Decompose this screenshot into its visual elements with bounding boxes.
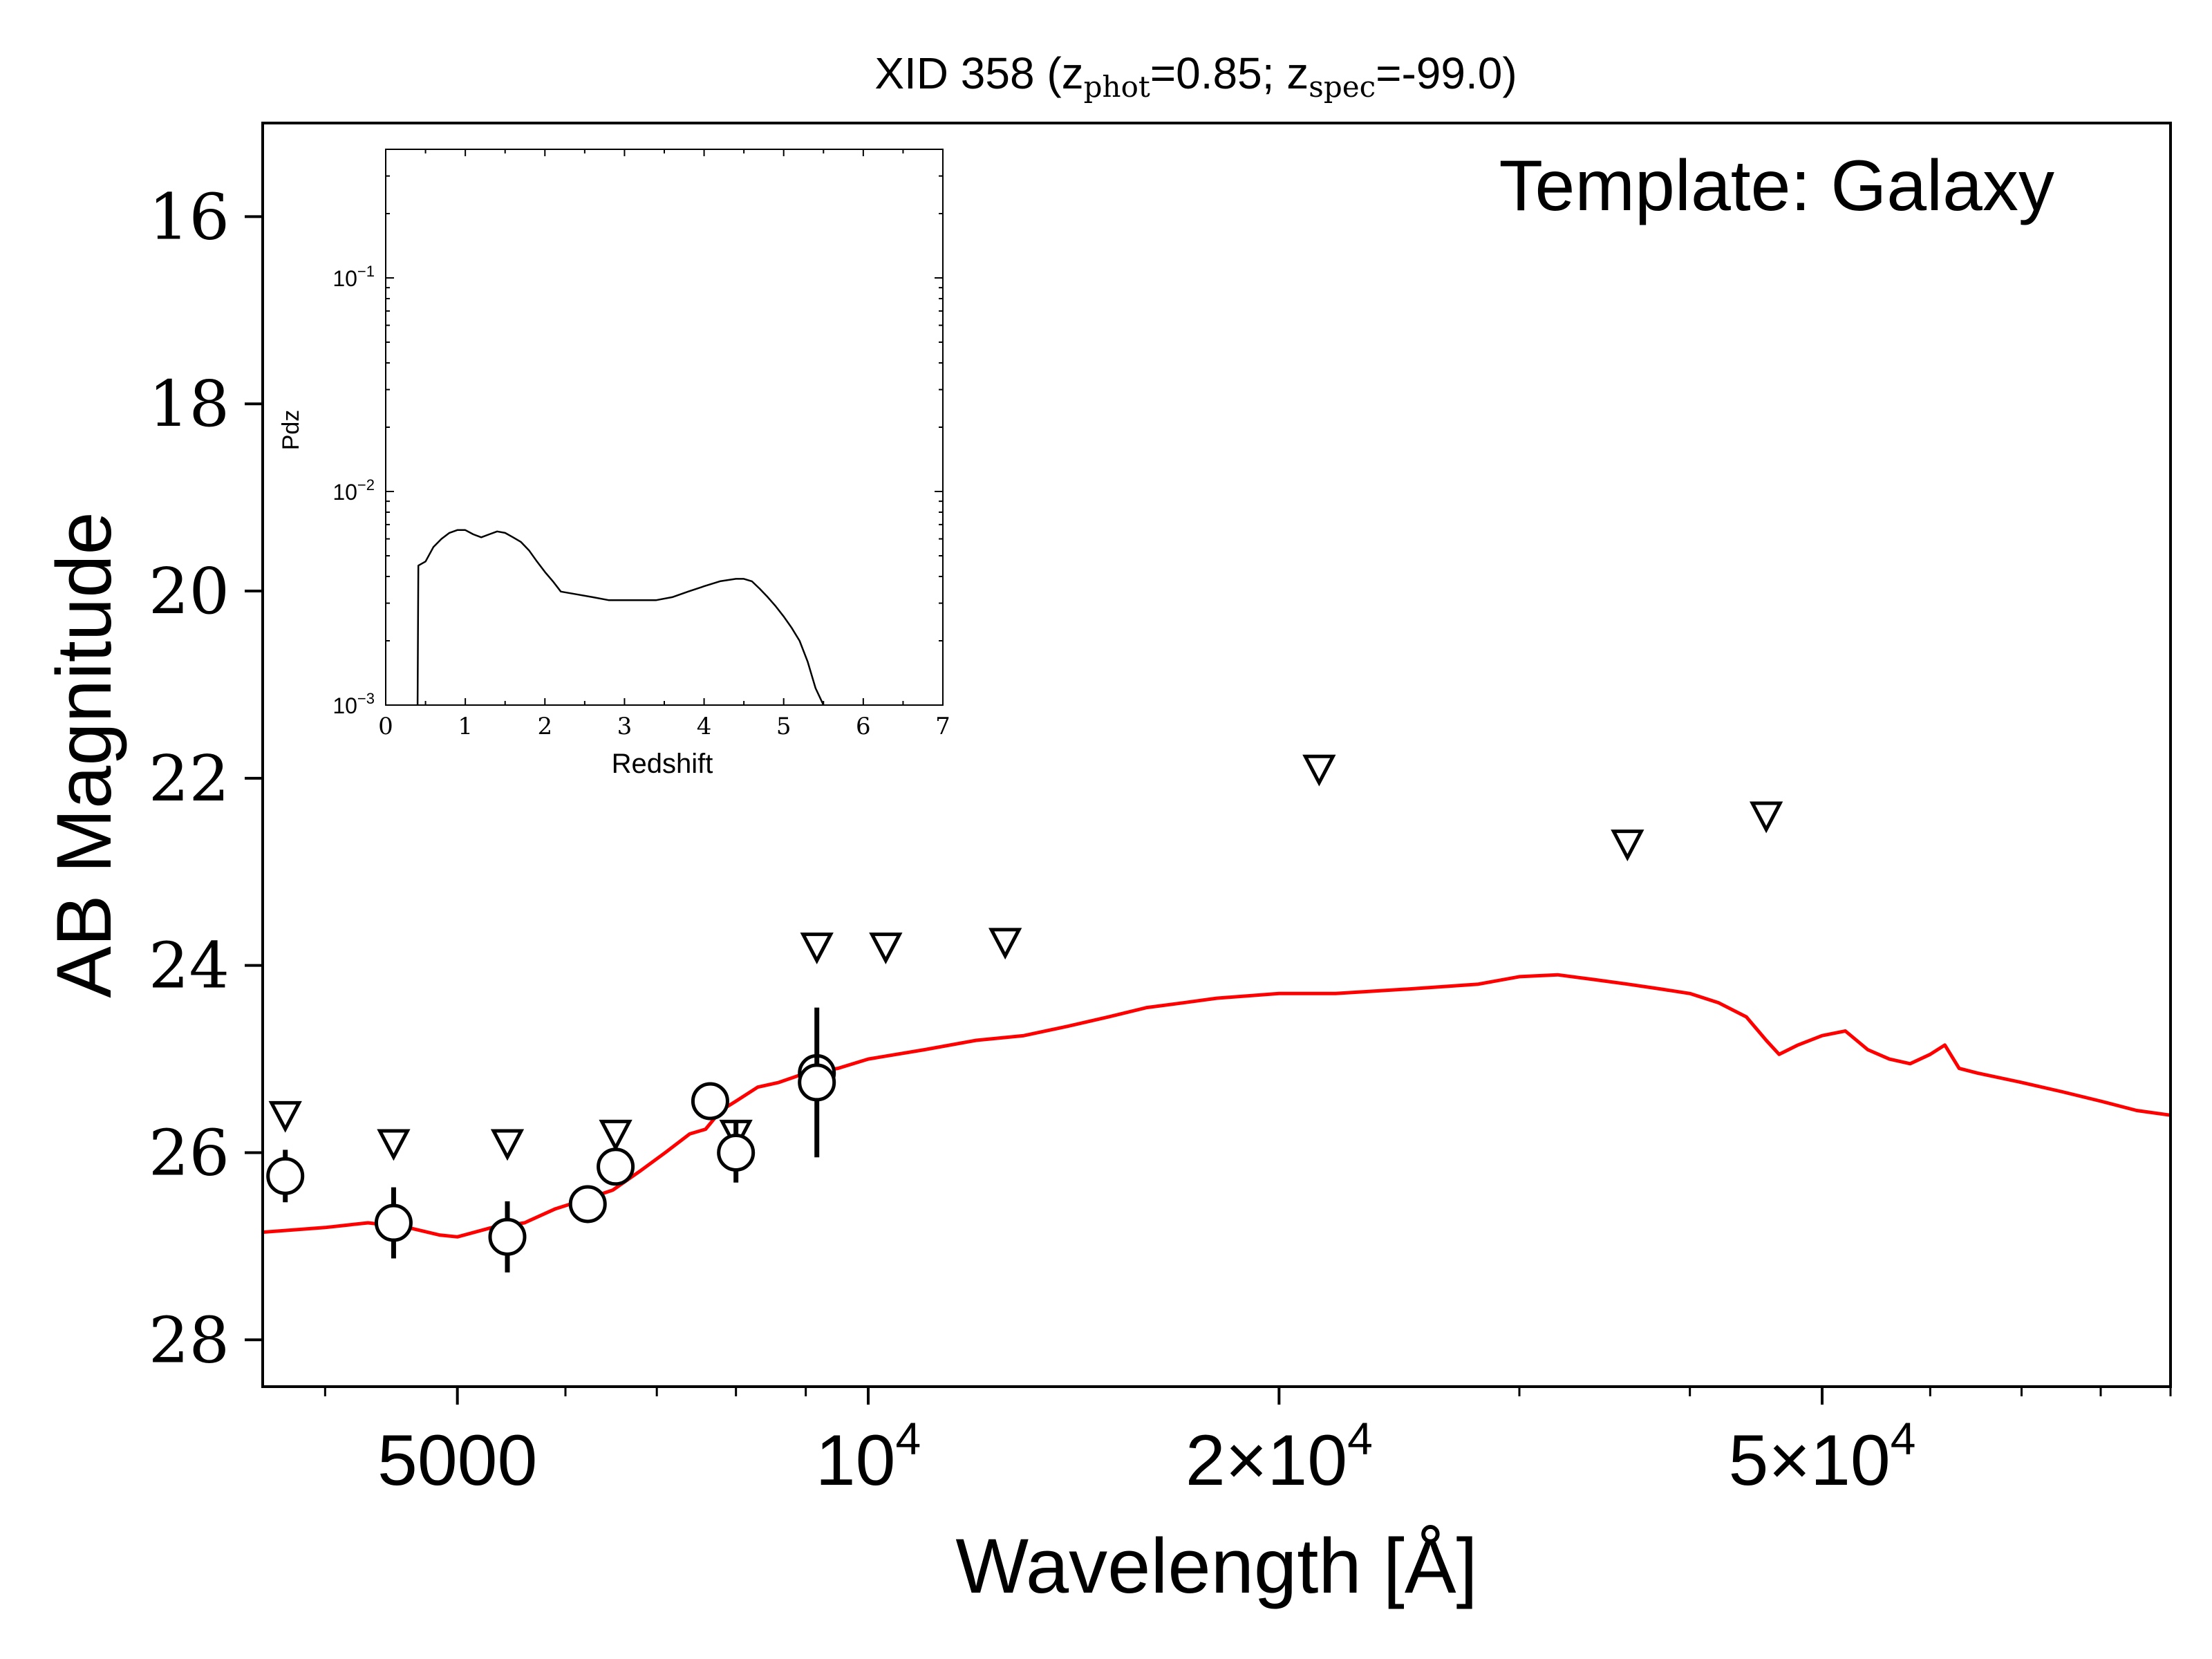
inset-x-tick-label: 7 [935,713,950,740]
detection-marker [798,1063,836,1102]
x-tick-label: 104 [816,1413,921,1501]
upper-limit-marker [1302,754,1336,787]
detections-layer [266,1007,836,1273]
inset-x-tick-label: 6 [856,713,871,740]
inset-background [386,149,943,705]
upper-limit-marker [1611,830,1644,862]
inset-x-tick-label: 1 [458,713,473,740]
detection-marker [266,1156,305,1195]
pdz-line-layer [416,529,825,706]
chart-title: XID 358 (zphot=0.85; zspec=-99.0) [874,48,1517,104]
x-axis-label: Wavelength [Å] [955,1523,1477,1609]
y-tick-label: 24 [149,929,229,1003]
inset-x-tick-label: 4 [697,713,712,740]
sed-model-line [262,973,2171,1239]
y-tick-label: 20 [149,554,229,628]
y-tick-label: 26 [149,1116,229,1190]
detection-marker [488,1217,527,1256]
inset-x-label: Redshift [612,749,713,779]
detection-marker [691,1082,729,1121]
x-tick-label: 5000 [377,1421,537,1501]
upper-limit-marker [1749,801,1783,834]
upper-limit-marker [599,1119,632,1152]
y-tick-label: 16 [149,180,229,254]
main-plot-frame [261,122,2172,1388]
inset-frame [385,149,944,706]
sed-model-layer [262,973,2171,1239]
upper-limit-marker [869,932,903,964]
y-tick-label: 18 [149,367,229,441]
upper-limit-marker [800,932,834,964]
detection-marker [717,1133,756,1172]
inset-y-tick-label: 10−3 [332,690,375,718]
pdz-line [416,529,825,706]
inset-y-tick-label: 10−1 [332,263,375,291]
inset-y-tick-label: 10−2 [332,476,375,505]
y-axis-label: AB Magnitude [41,512,127,998]
inset-x-tick-label: 0 [378,713,393,740]
upper-limit-marker [377,1129,411,1161]
upper-limit-marker [490,1129,525,1161]
inset-x-tick-label: 2 [537,713,552,740]
upper-limit-marker [268,1100,302,1133]
inset-x-tick-label: 5 [776,713,791,740]
x-tick-label: 5×104 [1729,1413,1916,1501]
detection-marker [597,1147,635,1186]
inset-y-label: Pdz [278,410,304,451]
x-tick-label: 2×104 [1185,1413,1373,1501]
inset-x-tick-label: 3 [617,713,632,740]
y-tick-label: 28 [149,1303,229,1377]
template-annotation: Template: Galaxy [1499,146,2054,226]
upper-limits-layer [268,754,1783,1161]
detection-marker [568,1185,607,1224]
inset-axes: 0 1 2 3 4 5 6 7 10−3 10−2 10−1 [332,149,950,740]
detection-marker [374,1203,413,1242]
y-tick-label: 22 [149,742,229,816]
upper-limit-marker [988,928,1022,960]
